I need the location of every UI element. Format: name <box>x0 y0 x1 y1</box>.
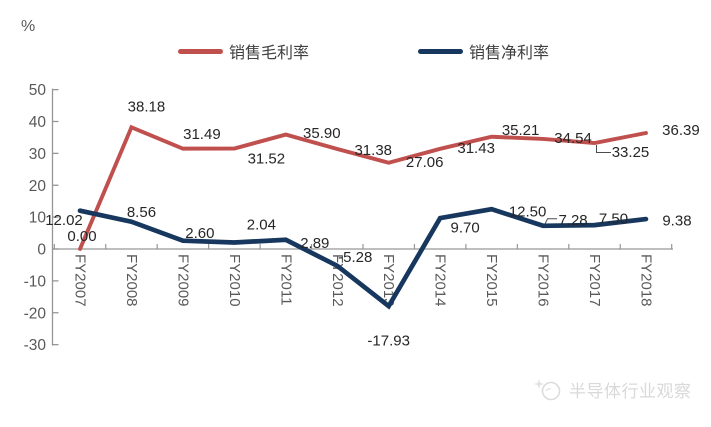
data-label: 2.89 <box>300 235 329 252</box>
x-axis-label: FY2015 <box>483 254 500 307</box>
data-label: 2.04 <box>247 217 276 234</box>
x-axis-label: FY2010 <box>226 254 243 307</box>
data-label: -5.28 <box>338 249 372 266</box>
data-label: 31.49 <box>183 126 221 143</box>
x-axis-label: FY2013 <box>380 254 397 307</box>
y-axis-tick-label: -10 <box>24 273 47 290</box>
legend-item-gross-margin: 销售毛利率 <box>178 39 309 63</box>
y-axis-tick-label: 50 <box>29 82 47 99</box>
data-label: 34.54 <box>554 130 592 147</box>
gross-margin-line <box>78 124 648 251</box>
data-label: 9.38 <box>662 212 691 229</box>
data-label: 2.60 <box>185 225 214 242</box>
data-label: 9.70 <box>451 219 480 236</box>
x-axis-label: FY2014 <box>432 254 449 307</box>
y-axis-tick-label: 10 <box>29 210 47 227</box>
watermark-logo-icon <box>534 378 561 400</box>
data-label: 31.38 <box>354 142 392 159</box>
legend-label-gross-margin: 销售毛利率 <box>229 45 310 62</box>
watermark: 半导体行业观察 <box>534 377 692 402</box>
data-label: 35.21 <box>502 122 540 139</box>
x-axis-label: FY2011 <box>277 254 294 305</box>
legend-label-net-margin: 销售净利率 <box>469 45 550 62</box>
data-label-leader-line <box>544 218 558 225</box>
data-label: 0.00 <box>67 228 96 245</box>
x-axis-label: FY2017 <box>586 254 603 307</box>
data-label: 31.43 <box>457 140 495 157</box>
net-margin-line-swatch-icon <box>418 48 463 54</box>
data-label: 12.02 <box>45 212 83 229</box>
data-label: 35.90 <box>303 125 341 142</box>
watermark-text: 半导体行业观察 <box>569 382 692 401</box>
data-label: 31.52 <box>248 151 286 168</box>
y-axis-tick-label: -30 <box>24 337 47 354</box>
data-label-leader-line <box>596 145 611 154</box>
x-axis-label: FY2008 <box>123 254 140 307</box>
data-label: 7.28 <box>558 212 587 229</box>
data-label: 36.39 <box>662 122 700 139</box>
y-axis-unit-label: % <box>21 18 36 35</box>
data-label: 7.50 <box>599 210 628 227</box>
x-axis-label: FY2009 <box>174 254 191 307</box>
x-axis-label: FY2018 <box>637 254 654 307</box>
net-margin-line <box>77 206 649 310</box>
data-label: 27.06 <box>406 154 444 171</box>
y-axis-tick-label: 0 <box>37 242 46 259</box>
y-axis-tick-label: -20 <box>24 305 47 322</box>
x-axis-label: FY2016 <box>535 254 552 307</box>
gross-margin-line-swatch-icon <box>178 48 223 54</box>
y-axis-tick-label: 40 <box>29 114 47 131</box>
y-axis-tick-label: 20 <box>29 178 47 195</box>
data-label: 33.25 <box>612 144 650 161</box>
data-label: 8.56 <box>127 204 156 221</box>
x-axis-label: FY2007 <box>72 254 89 307</box>
y-axis-tick-label: 30 <box>29 146 47 163</box>
data-label: 38.18 <box>128 99 166 116</box>
legend-item-net-margin: 销售净利率 <box>418 39 549 63</box>
data-label: -17.93 <box>367 332 410 349</box>
data-label: 12.50 <box>509 203 547 220</box>
